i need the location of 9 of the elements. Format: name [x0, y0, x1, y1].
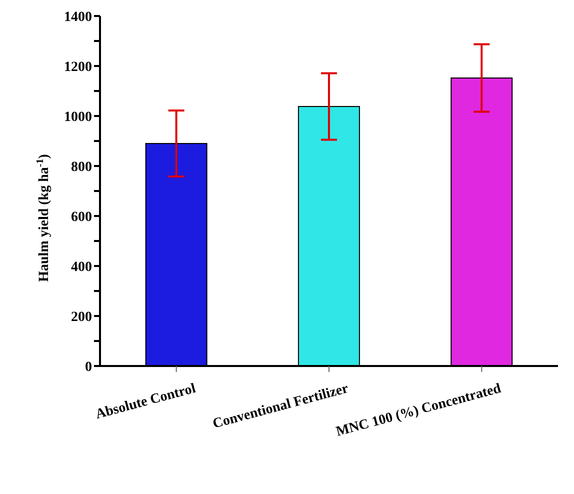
- x-tick-label: Absolute Control: [94, 381, 198, 422]
- y-tick-label: 1200: [64, 60, 92, 75]
- y-tick-label: 1400: [64, 10, 92, 25]
- y-tick-label: 400: [71, 260, 92, 275]
- y-tick-label: 200: [71, 310, 92, 325]
- y-tick-label: 1000: [64, 110, 92, 125]
- y-tick-label: 800: [71, 160, 92, 175]
- y-tick-label: 600: [71, 210, 92, 225]
- y-tick-label: 0: [85, 360, 92, 375]
